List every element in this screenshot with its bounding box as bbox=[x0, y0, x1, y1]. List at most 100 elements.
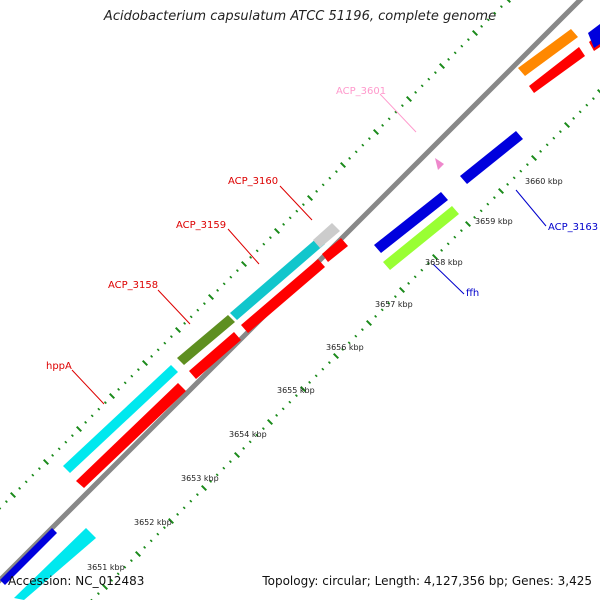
feature-cyan-bottom[interactable] bbox=[14, 528, 96, 600]
feature-red-4[interactable] bbox=[322, 238, 348, 262]
genes-label: Genes: bbox=[511, 574, 554, 588]
outer-tick bbox=[268, 236, 272, 240]
inner-tick bbox=[464, 220, 472, 228]
feature-blue-1[interactable] bbox=[0, 528, 57, 585]
genome-stats: Topology: circular; Length: 4,127,356 bp… bbox=[262, 574, 592, 588]
feature-ACP_3160-gray[interactable] bbox=[313, 223, 340, 248]
inner-tick bbox=[545, 143, 549, 147]
inner-tick bbox=[222, 466, 226, 470]
gene-label-ACP_3160[interactable]: ACP_3160 bbox=[228, 176, 278, 187]
feature-pink-marker[interactable] bbox=[435, 158, 444, 170]
outer-tick bbox=[306, 194, 314, 202]
feature-ACP_3159-cyan[interactable] bbox=[230, 237, 325, 320]
inner-tick bbox=[398, 286, 406, 294]
inner-tick bbox=[591, 97, 595, 101]
gene-label-ACP_3601[interactable]: ACP_3601 bbox=[336, 86, 386, 97]
inner-tick bbox=[380, 308, 384, 312]
gene-label-ffh[interactable]: ffh bbox=[466, 288, 479, 299]
outer-tick bbox=[453, 51, 457, 55]
inner-tick bbox=[209, 479, 213, 483]
inner-tick bbox=[552, 136, 556, 140]
outer-tick bbox=[0, 507, 2, 510]
outer-tick bbox=[400, 104, 404, 108]
outer-tick bbox=[486, 18, 490, 22]
feature-red-3[interactable] bbox=[241, 259, 325, 333]
inner-tick bbox=[360, 328, 364, 332]
outer-tick bbox=[471, 29, 479, 37]
outer-tick bbox=[460, 44, 464, 48]
forward-features bbox=[0, 24, 600, 585]
scale-label-3655: 3655 kbp bbox=[277, 386, 315, 395]
outer-tick bbox=[130, 374, 134, 378]
inner-tick bbox=[440, 248, 444, 252]
outer-tick bbox=[420, 84, 424, 88]
outer-tick bbox=[334, 170, 338, 174]
outer-tick bbox=[438, 62, 446, 70]
feature-lime[interactable] bbox=[383, 206, 459, 270]
outer-tick bbox=[262, 242, 266, 246]
inner-tick bbox=[261, 427, 265, 431]
outer-tick bbox=[4, 500, 8, 504]
feature-red-5[interactable] bbox=[529, 47, 585, 93]
outer-tick bbox=[64, 440, 68, 444]
inner-tick bbox=[585, 103, 589, 107]
inner-tick bbox=[233, 451, 241, 459]
scale-label-3657: 3657 kbp bbox=[375, 300, 413, 309]
inner-tick bbox=[407, 281, 411, 285]
outer-tick bbox=[57, 447, 61, 451]
gene-label-ACP_3163[interactable]: ACP_3163 bbox=[548, 222, 598, 233]
inner-tick bbox=[248, 440, 252, 444]
separator-2: ; bbox=[503, 574, 512, 588]
outer-tick bbox=[163, 341, 167, 345]
inner-tick bbox=[314, 374, 318, 378]
inner-tick bbox=[110, 578, 114, 582]
inner-tick bbox=[446, 242, 450, 246]
outer-tick bbox=[229, 275, 233, 279]
outer-tick bbox=[189, 315, 193, 319]
separator-1: ; bbox=[366, 574, 375, 588]
genome-title: Acidobacterium capsulatum ATCC 51196, co… bbox=[103, 9, 497, 24]
outer-tick bbox=[499, 5, 503, 9]
outer-tick bbox=[18, 486, 22, 490]
feature-hppA-red[interactable] bbox=[76, 383, 186, 488]
topology-value: circular bbox=[322, 574, 367, 588]
inner-tick bbox=[558, 130, 562, 134]
inner-tick bbox=[596, 88, 600, 94]
feature-blue-ffh[interactable] bbox=[374, 192, 448, 253]
outer-tick bbox=[183, 321, 187, 325]
outer-tick bbox=[381, 123, 385, 127]
inner-tick bbox=[420, 268, 424, 272]
outer-tick bbox=[24, 480, 28, 484]
outer-tick bbox=[255, 249, 259, 253]
inner-tick bbox=[255, 433, 259, 437]
inner-tick bbox=[426, 262, 430, 266]
callout-line-ACP_3160 bbox=[279, 185, 313, 221]
inner-tick bbox=[431, 253, 439, 261]
gene-label-ACP_3159[interactable]: ACP_3159 bbox=[176, 220, 226, 231]
outer-tick bbox=[123, 381, 127, 385]
feature-blue-ACP_3163[interactable] bbox=[460, 131, 523, 184]
inner-tick bbox=[294, 394, 298, 398]
outer-tick bbox=[103, 401, 107, 405]
gene-label-ACP_3158[interactable]: ACP_3158 bbox=[108, 280, 158, 291]
inner-tick bbox=[525, 163, 529, 167]
outer-tick bbox=[31, 473, 35, 477]
inner-tick bbox=[288, 400, 292, 404]
outer-tick bbox=[367, 137, 371, 141]
feature-blue-top-right[interactable] bbox=[588, 24, 600, 48]
callout-line-ACP_3163 bbox=[515, 189, 547, 227]
outer-tick bbox=[433, 71, 437, 75]
feature-orange[interactable] bbox=[518, 29, 578, 76]
callout-line-ACP_3159 bbox=[227, 228, 260, 265]
feature-hppA-cyan[interactable] bbox=[63, 365, 178, 473]
inner-tick bbox=[321, 367, 325, 371]
inner-tick bbox=[149, 539, 153, 543]
feature-ACP_3158-olive[interactable] bbox=[177, 315, 235, 365]
gene-label-hppA[interactable]: hppA bbox=[46, 361, 72, 372]
outer-tick bbox=[288, 216, 292, 220]
feature-red-2[interactable] bbox=[189, 332, 241, 379]
scale-label-3651: 3651 kbp bbox=[87, 563, 125, 572]
callout-line-ACP_3158 bbox=[157, 289, 191, 325]
inner-tick bbox=[167, 517, 175, 525]
